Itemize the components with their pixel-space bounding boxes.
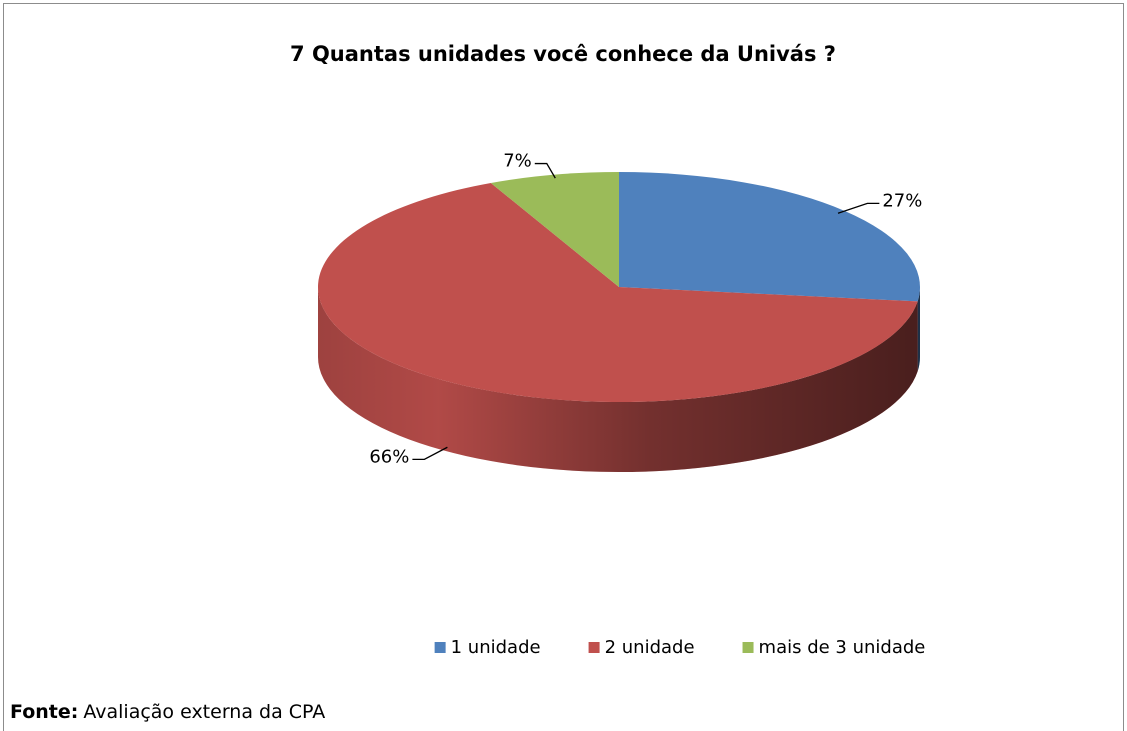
leader-line xyxy=(837,202,880,214)
legend-label: mais de 3 unidade xyxy=(759,637,926,658)
data-label: 66% xyxy=(369,446,409,467)
slice xyxy=(619,172,921,302)
leader-line xyxy=(534,162,556,179)
source-label: Fonte: xyxy=(10,701,78,723)
slice xyxy=(490,172,619,287)
legend: 1 unidade 2 unidade mais de 3 unidade xyxy=(434,637,926,658)
source-text: Avaliação externa da CPA xyxy=(83,701,325,723)
legend-swatch xyxy=(434,642,446,653)
leader-line xyxy=(412,446,448,460)
chart-title: 7 Quantas unidades você conhece da Univá… xyxy=(290,42,836,66)
side-shade xyxy=(917,287,920,372)
legend-label: 2 unidade xyxy=(605,637,695,658)
data-label: 27% xyxy=(882,190,922,211)
legend-label: 1 unidade xyxy=(451,637,541,658)
legend-swatch xyxy=(588,642,600,653)
source-note: Fonte: Avaliação externa da CPA xyxy=(10,701,325,723)
slice xyxy=(318,182,918,402)
side-shade xyxy=(318,287,918,472)
data-label: 7% xyxy=(503,151,532,172)
legend-swatch xyxy=(742,642,754,653)
